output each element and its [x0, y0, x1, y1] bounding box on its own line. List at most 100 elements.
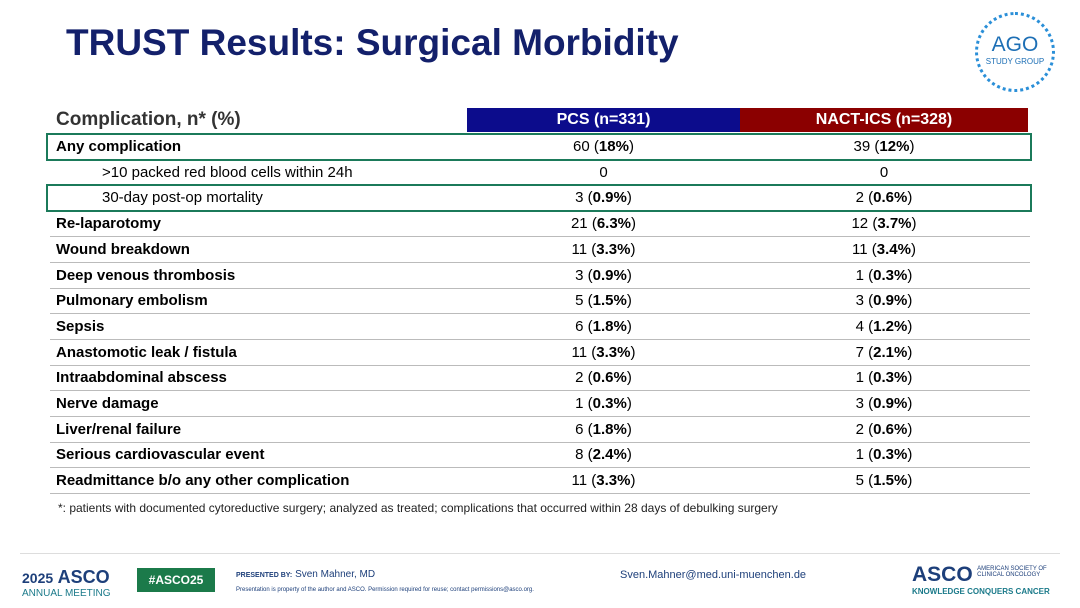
asco-logo: ASCO AMERICAN SOCIETY OF CLINICAL ONCOLO… — [912, 563, 1053, 596]
count: 11 — [571, 240, 588, 258]
value-cell: 113.3% — [467, 340, 740, 365]
highlight-box — [46, 133, 1032, 161]
column-header: PCS (n=331) — [467, 108, 740, 132]
percent: 3.3% — [587, 344, 635, 361]
row-label: 30-day post-op mortality — [102, 189, 263, 207]
count: 60 — [573, 138, 590, 155]
count: 1 — [855, 369, 864, 387]
row-label: Liver/renal failure — [56, 420, 182, 438]
row-label: Re-laparotomy — [56, 215, 162, 233]
value-cell: 82.4% — [467, 442, 740, 467]
meeting-name: ANNUAL MEETING — [22, 588, 111, 599]
count: 6 — [575, 317, 584, 335]
value-cell: 123.7% — [740, 211, 1028, 236]
count: 11 — [571, 472, 588, 490]
value-cell: 6018% — [467, 134, 740, 159]
percent: 0.9% — [864, 292, 912, 309]
presenter-line: PRESENTED BY: Sven Mahner, MD — [236, 569, 375, 580]
percent: 18% — [590, 138, 634, 155]
count: 6 — [575, 420, 584, 438]
row-label: Serious cardiovascular event — [56, 446, 265, 464]
value-cell: 216.3% — [467, 211, 740, 236]
table-row: Liver/renal failure 61.8% 20.6% — [50, 417, 1030, 443]
count: 4 — [855, 317, 864, 335]
percent: 1.8% — [583, 421, 631, 438]
row-label: >10 packed red blood cells within 24h — [102, 163, 353, 181]
value-cell: 30.9% — [467, 185, 740, 210]
value-cell: 20.6% — [740, 185, 1028, 210]
count: 39 — [853, 138, 871, 155]
row-label: Readmittance b/o any other complication — [56, 472, 350, 490]
column-header: NACT-ICS (n=328) — [740, 108, 1028, 132]
meeting-year: 2025 — [22, 570, 54, 586]
table-row: >10 packed red blood cells within 24h 0 0 — [50, 160, 1030, 186]
meeting-asco: ASCO — [57, 567, 110, 587]
count: 1 — [575, 395, 584, 412]
value-cell: 10.3% — [740, 263, 1028, 288]
percent: 1.5% — [583, 292, 631, 309]
email: Sven.Mahner@med.uni-muenchen.de — [620, 569, 807, 581]
table-row: Anastomotic leak / fistula113.3%72.1% — [50, 340, 1030, 366]
value-cell: 20.6% — [740, 417, 1028, 442]
value-cell: 61.8% — [467, 314, 740, 339]
percent: 0.6% — [583, 369, 631, 386]
table-row: Any complication6018%3912% — [50, 134, 1030, 160]
tagline: KNOWLEDGE CONQUERS CANCER — [912, 587, 1050, 596]
percent: 0.9% — [583, 189, 631, 206]
row-label: Pulmonary embolism — [56, 292, 208, 310]
table-row: 30-day post-op mortality30.9%20.6% — [50, 185, 1030, 212]
table-row: Sepsis61.8%41.2% — [50, 314, 1030, 340]
count: 8 — [575, 446, 584, 464]
presented-by: PRESENTED BY: — [236, 572, 293, 579]
asco-wordmark: ASCO — [912, 563, 973, 586]
percent: 0.9% — [864, 395, 912, 412]
percent: 1.5% — [864, 472, 912, 489]
count: 2 — [855, 420, 864, 438]
table-row: Serious cardiovascular event82.4%10.3% — [50, 442, 1030, 469]
value-cell: 41.2% — [740, 314, 1028, 339]
value-cell: 51.5% — [740, 468, 1028, 493]
table-row: Deep venous thrombosis30.9%10.3% — [50, 263, 1030, 289]
count: 5 — [855, 472, 864, 490]
percent: 3.3% — [587, 241, 635, 258]
value-cell: 20.6% — [467, 365, 740, 390]
value-cell: 10.3% — [740, 365, 1028, 390]
percent: 6.3% — [588, 215, 636, 232]
percent: 0.3% — [864, 267, 912, 284]
percent: 0.3% — [864, 369, 912, 386]
percent: 0.6% — [864, 189, 912, 206]
count: 7 — [855, 343, 864, 361]
percent: 0.9% — [583, 267, 631, 284]
row-label: Sepsis — [56, 317, 105, 335]
value-cell: 113.3% — [467, 237, 740, 262]
table-row: Re-laparotomy 216.3%123.7% — [50, 211, 1030, 238]
value-cell: 72.1% — [740, 340, 1028, 365]
table-row: Nerve damage 10.3% 30.9% — [50, 391, 1030, 417]
count: 1 — [855, 446, 864, 464]
count: 2 — [855, 189, 864, 207]
percent: 3.7% — [868, 215, 916, 232]
logo-text: AGO — [991, 33, 1039, 56]
row-label: Deep venous thrombosis — [56, 266, 236, 284]
count: 3 — [855, 292, 864, 310]
value-cell: 0 — [740, 160, 1028, 185]
slide-title: TRUST Results: Surgical Morbidity — [66, 22, 679, 63]
count: 2 — [575, 369, 584, 387]
highlight-box — [46, 184, 1032, 213]
value-cell: 113.3% — [467, 468, 740, 493]
percent: 0.6% — [864, 421, 912, 438]
value-cell: 30.9% — [467, 263, 740, 288]
count: 3 — [855, 395, 864, 412]
row-label: Intraabdominal abscess — [56, 369, 227, 387]
count: 1 — [855, 266, 864, 284]
table-row: Intraabdominal abscess20.6%10.3% — [50, 365, 1030, 392]
row-label: Nerve damage — [56, 395, 159, 412]
percent: 2.4% — [583, 446, 631, 463]
percent: 3.3% — [587, 472, 635, 489]
value-cell: 3912% — [740, 134, 1028, 159]
count: 5 — [575, 292, 584, 310]
value-cell: 10.3% — [467, 391, 740, 416]
percent: 1.2% — [864, 318, 912, 335]
value-cell: 113.4% — [740, 237, 1028, 262]
